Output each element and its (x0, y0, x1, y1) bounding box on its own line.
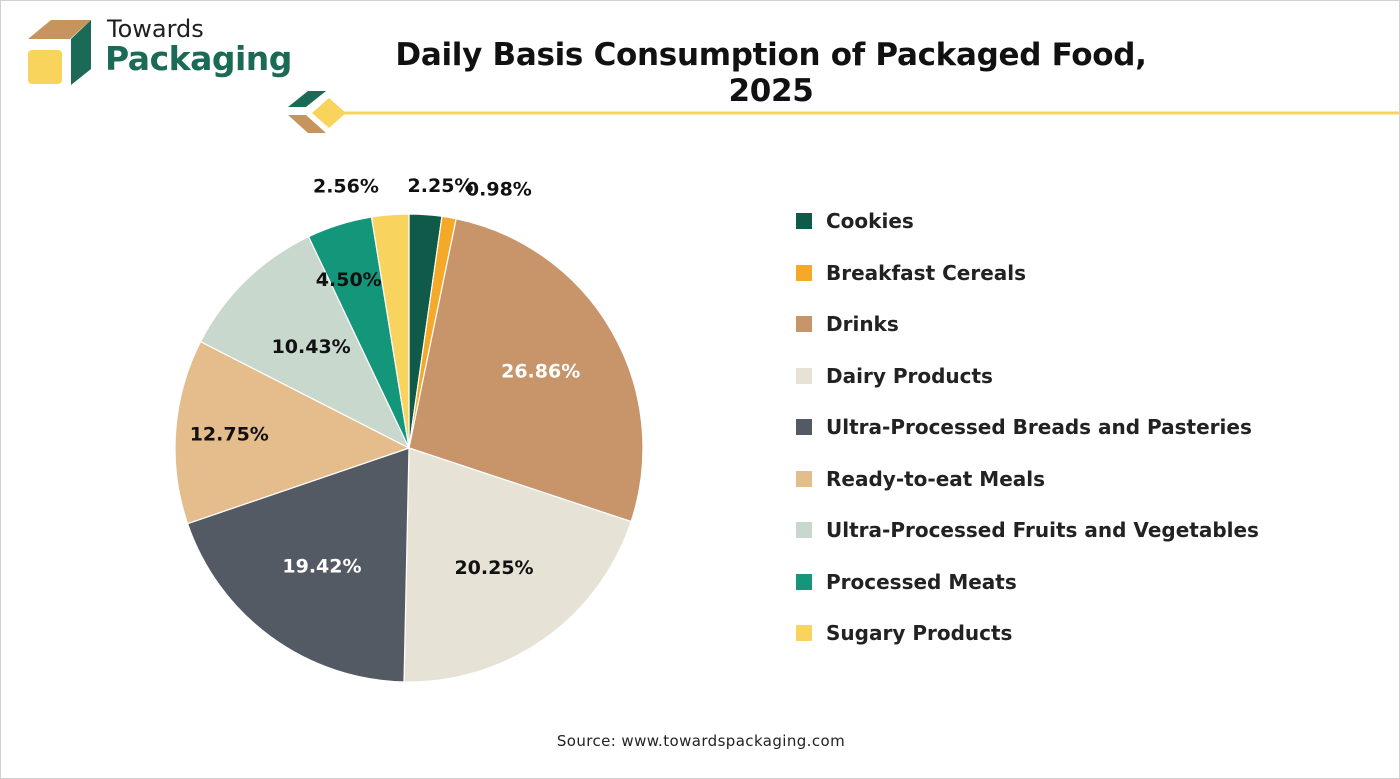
data-label-cookies: 2.25% (408, 175, 474, 197)
legend-item-ultra-processed-breads-and-pasteries: Ultra-Processed Breads and Pasteries (796, 412, 1252, 442)
legend-swatch-processed-meats (796, 573, 812, 590)
divider-diamond-yellow-icon (312, 98, 346, 128)
pie-chart: 2.25%0.98% 26.86% 20.25% 19.42% 12.75% 10.43%… (174, 175, 644, 683)
legend-swatch-sugary-products (796, 625, 812, 641)
data-label-dairy-products: 20.25% (454, 557, 533, 579)
divider-diamond-green-icon (288, 91, 326, 107)
legend-label-cookies: Cookies (826, 209, 914, 233)
legend-label-sugary-products: Sugary Products (826, 621, 1013, 645)
legend-label-ultra-processed-breads-and-pasteries: Ultra-Processed Breads and Pasteries (826, 415, 1252, 439)
data-label-breakfast-cereals: 0.98% (466, 178, 532, 200)
divider-diamond-brown-icon (288, 115, 326, 133)
source-note: Source: www.towardspackaging.com (556, 732, 846, 750)
legend-swatch-drinks (796, 316, 812, 332)
data-label-sugary-products: 2.56% (313, 175, 379, 197)
legend-item-sugary-products: Sugary Products (796, 618, 1012, 648)
pie-slices (174, 213, 644, 683)
legend-swatch-cookies (796, 213, 812, 229)
legend-item-ultra-processed-fruits-and-vegetables: Ultra-Processed Fruits and Vegetables (796, 515, 1259, 545)
legend-item-dairy-products: Dairy Products (796, 361, 993, 391)
towards-packaging-logo: Towards Packaging (25, 15, 292, 87)
data-label-ultra-processed-breads-and-pasteries: 19.42% (282, 555, 361, 577)
pie-slice-drinks (408, 218, 644, 523)
legend-item-drinks: Drinks (796, 309, 899, 339)
legend-label-drinks: Drinks (826, 312, 899, 336)
logo-word-packaging: Packaging (105, 39, 292, 78)
legend-swatch-ready-to-eat-meals (796, 470, 812, 487)
pie-labels: 2.25%0.98% 26.86% 20.25% 19.42% 12.75% 10.43%… (190, 175, 581, 579)
data-label-ready-to-eat-meals: 12.75% (190, 424, 269, 446)
legend-item-ready-to-eat-meals: Ready-to-eat Meals (796, 464, 1045, 494)
legend-label-ultra-processed-fruits-and-vegetables: Ultra-Processed Fruits and Vegetables (826, 518, 1259, 542)
legend-swatch-ultra-processed-breads-and-pasteries (796, 419, 812, 435)
pie-slice-ultra-processed-breads-and-pasteries (186, 447, 410, 683)
pie-slice-ready-to-eat-meals (174, 340, 411, 525)
legend-swatch-breakfast-cereals (796, 264, 812, 281)
legend-label-breakfast-cereals: Breakfast Cereals (826, 260, 1027, 285)
pie-slice-sugary-products (370, 213, 410, 449)
legend-item-cookies: Cookies (796, 206, 914, 236)
legend-swatch-dairy-products (796, 367, 812, 384)
data-label-processed-meats: 4.50% (316, 269, 382, 291)
legend-swatch-ultra-processed-fruits-and-vegetables (796, 522, 812, 538)
legend-label-ready-to-eat-meals: Ready-to-eat Meals (826, 466, 1046, 491)
legend-label-dairy-products: Dairy Products (826, 363, 993, 388)
legend-item-processed-meats: Processed Meats (796, 567, 1017, 597)
title-divider (288, 91, 1399, 133)
box-logo-icon (28, 20, 91, 85)
pie-slice-dairy-products (403, 447, 632, 683)
pie-slice-ultra-processed-fruits-and-vegetables (199, 235, 411, 450)
chart-title: Daily Basis Consumption of Packaged Food… (395, 37, 1147, 109)
data-label-ultra-processed-fruits-and-vegetables: 10.43% (272, 336, 351, 358)
legend-label-processed-meats: Processed Meats (826, 569, 1017, 594)
data-label-drinks: 26.86% (501, 360, 580, 382)
logo-word-towards: Towards (107, 15, 204, 43)
legend-item-breakfast-cereals: Breakfast Cereals (796, 258, 1026, 288)
